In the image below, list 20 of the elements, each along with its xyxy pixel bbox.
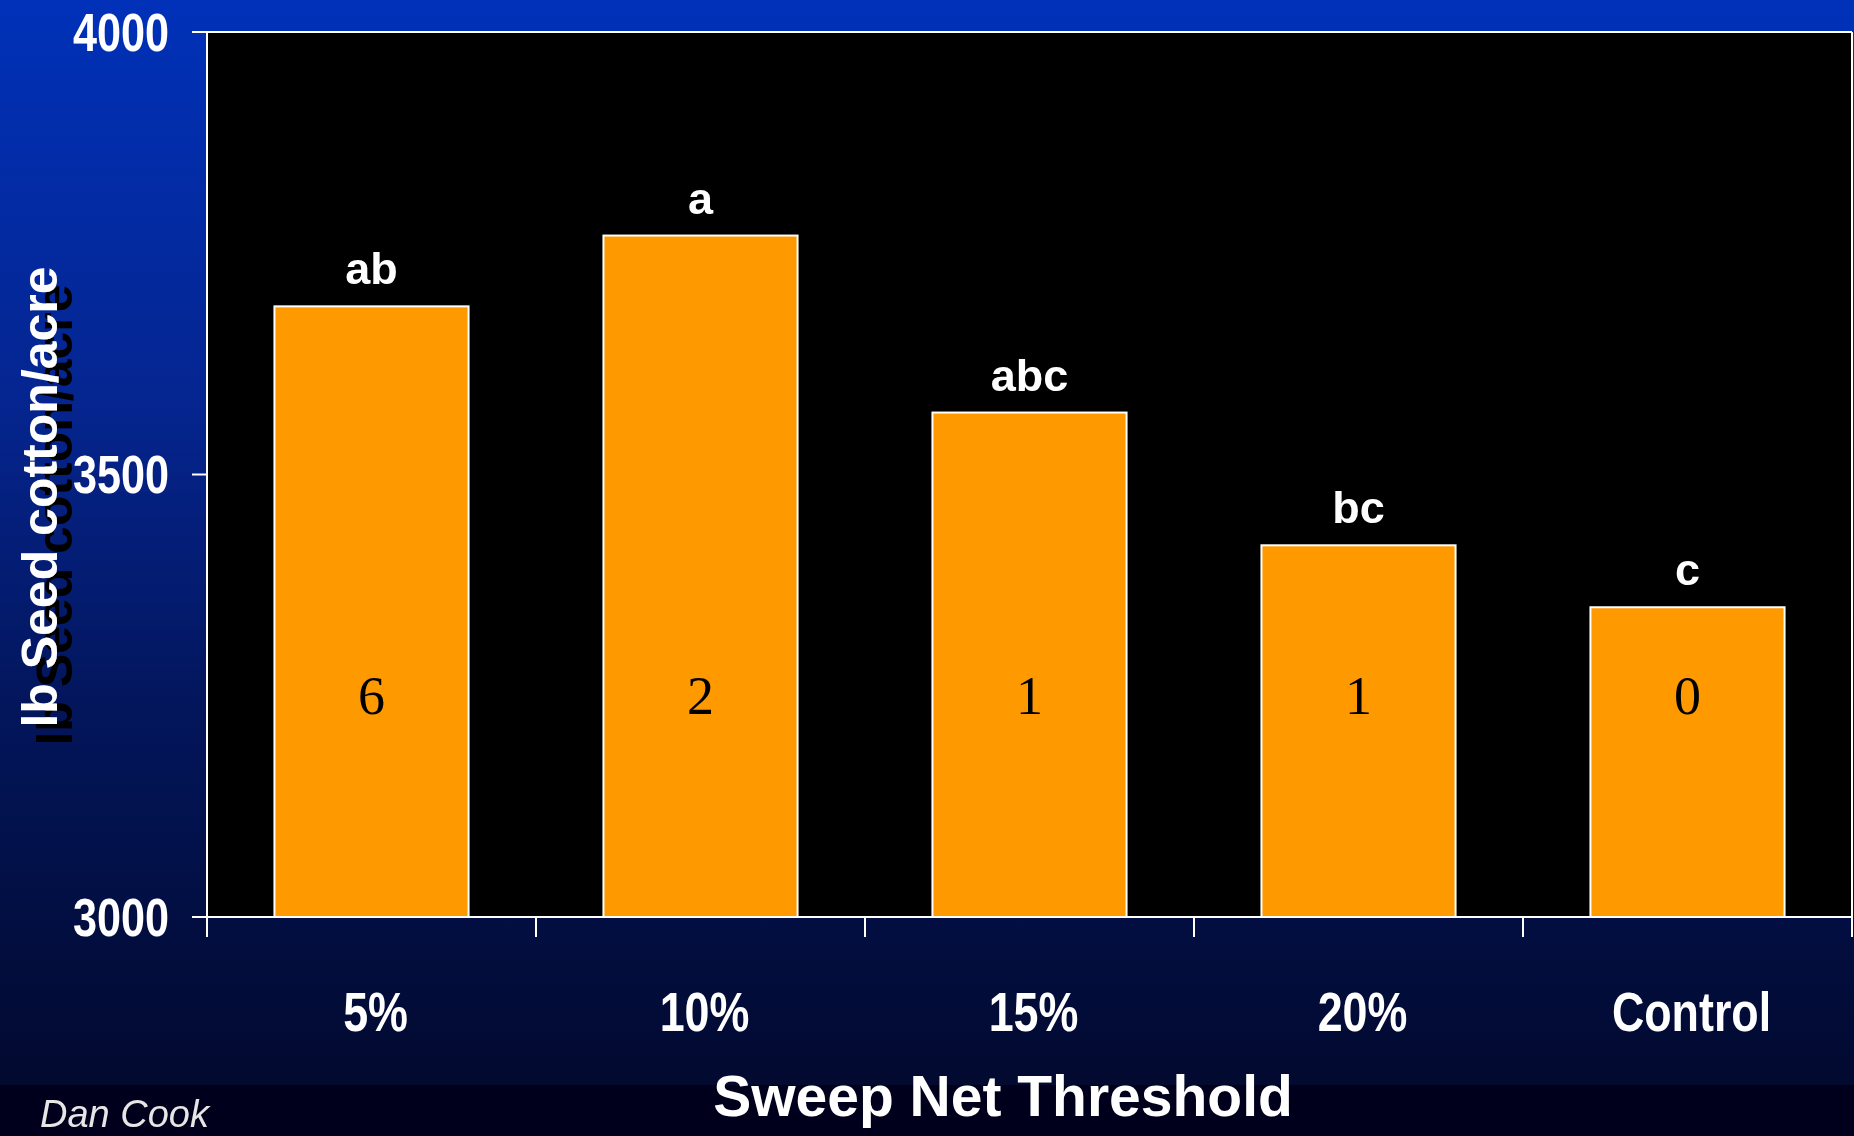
annotation: 1 [1016, 665, 1043, 726]
annotation: c [1674, 544, 1701, 596]
annotation: 6 [358, 665, 385, 726]
annotation: bc [1332, 482, 1385, 534]
y-tick-label: 3500 [72, 444, 169, 505]
annotation: 1 [1345, 665, 1372, 726]
y-tick-label: 3000 [72, 887, 169, 947]
x-tick-label: 15% [988, 980, 1079, 1044]
annotation: 0 [1674, 665, 1701, 726]
x-tick-label: 20% [1317, 980, 1408, 1044]
x-axis-title: Sweep Net Threshold [713, 1064, 1293, 1128]
annotation: ab [345, 243, 398, 295]
text: Dan Cook [40, 1093, 211, 1135]
x-tick-label: 10% [659, 980, 750, 1044]
x-tick-label: 5% [343, 980, 408, 1044]
annotation: 2 [687, 665, 714, 726]
annotation: abc [990, 349, 1069, 401]
y-tick-label: 4000 [72, 2, 169, 62]
x-tick-label: Control [1611, 980, 1772, 1044]
annotation: a [687, 172, 714, 224]
